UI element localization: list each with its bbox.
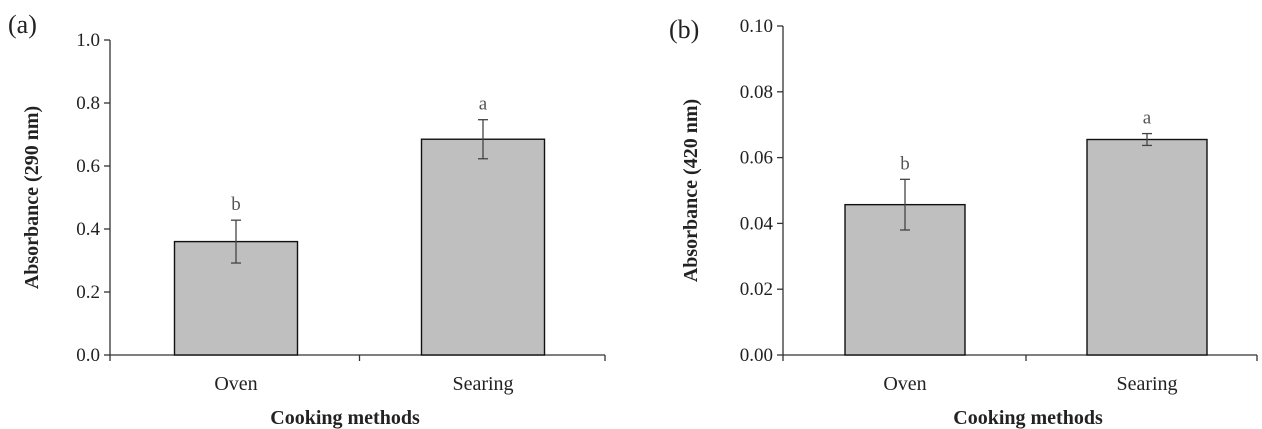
- y-axis-title: Absorbance (290 nm): [21, 106, 43, 289]
- y-tick-label: 0.6: [76, 156, 100, 177]
- y-tick-label: 0.2: [76, 282, 100, 303]
- y-tick-label: 1.0: [76, 30, 100, 51]
- y-tick-label: 0.02: [740, 279, 773, 300]
- significance-label: b: [900, 153, 910, 174]
- y-tick-label: 0.00: [740, 345, 773, 366]
- y-tick-label: 0.4: [76, 219, 100, 240]
- chart-b: (b) 0.00 0.02 0.04 0.06 0.08 0.10 b Oven a Searing…: [631, 0, 1262, 429]
- x-category-label: Oven: [883, 373, 926, 395]
- x-axis-title: Cooking methods: [270, 407, 420, 429]
- significance-label: a: [479, 94, 488, 115]
- y-tick-label: 0.10: [740, 16, 773, 37]
- chart-b-svg: (b) 0.00 0.02 0.04 0.06 0.08 0.10 b Oven a Searing…: [669, 15, 1258, 429]
- x-category-label: Searing: [1116, 373, 1177, 395]
- chart-a: (a) 0.0 0.2 0.4 0.6 0.8 1.0 b Oven a Searing Cookin…: [8, 10, 606, 429]
- bar-searing: [420, 138, 546, 356]
- y-tick-label: 0.06: [740, 148, 773, 169]
- y-tick-label: 0.08: [740, 82, 773, 103]
- significance-label: a: [1143, 108, 1152, 129]
- y-tick-label: 0.8: [76, 93, 100, 114]
- x-category-label: Oven: [214, 373, 257, 395]
- y-tick-label: 0.0: [76, 345, 100, 366]
- significance-label: b: [231, 194, 241, 215]
- panel-label: (b): [669, 15, 699, 44]
- y-axis-title: Absorbance (420 nm): [680, 99, 702, 282]
- panel-label: (a): [8, 10, 37, 39]
- y-tick-label: 0.04: [740, 213, 774, 234]
- chart-a-svg: (a) 0.0 0.2 0.4 0.6 0.8 1.0 b Oven a Searing Cookin…: [8, 10, 606, 429]
- bar-searing: [1086, 138, 1208, 356]
- x-axis-title: Cooking methods: [953, 407, 1103, 429]
- x-category-label: Searing: [452, 373, 513, 395]
